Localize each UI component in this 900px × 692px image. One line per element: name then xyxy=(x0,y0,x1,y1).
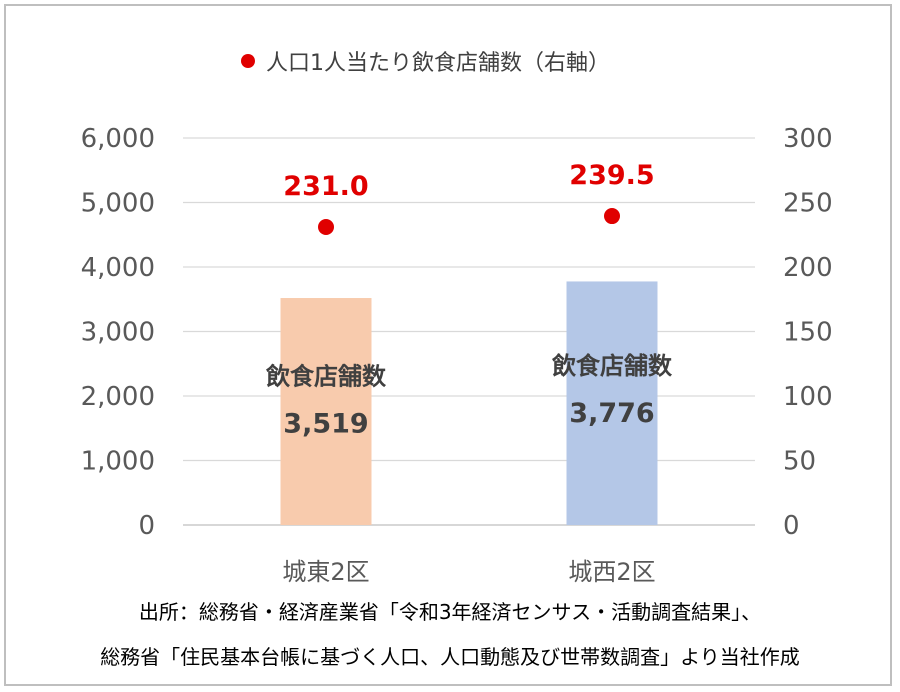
y-right-tick-label: 50 xyxy=(783,447,816,477)
bar xyxy=(280,298,372,525)
y-left-tick-label: 6,000 xyxy=(81,124,155,154)
bar-value-label: 3,519 xyxy=(283,408,368,439)
data-point-label: 231.0 xyxy=(283,171,368,202)
y-right-tick-label: 300 xyxy=(783,124,833,154)
bar-inner-label: 飲食店舗数 xyxy=(265,362,387,390)
y-left-tick-label: 5,000 xyxy=(81,189,155,219)
y-right-tick-label: 150 xyxy=(783,318,833,348)
y-left-tick-label: 1,000 xyxy=(81,447,155,477)
y-right-tick-label: 200 xyxy=(783,253,833,283)
x-category-label: 城東2区 xyxy=(282,558,369,586)
data-point-label: 239.5 xyxy=(569,160,654,191)
y-right-tick-label: 0 xyxy=(783,511,800,541)
x-category-label: 城西2区 xyxy=(568,558,655,586)
bar-inner-label: 飲食店舗数 xyxy=(551,352,673,380)
bar xyxy=(566,281,658,525)
data-point xyxy=(604,208,620,225)
y-left-tick-label: 2,000 xyxy=(81,382,155,412)
y-right-tick-label: 100 xyxy=(783,382,833,412)
y-right-tick-label: 250 xyxy=(783,189,833,219)
source-line-2: 総務省「住民基本台帳に基づく人口、人口動態及び世帯数調査」より当社作成 xyxy=(100,645,800,669)
y-left-tick-label: 0 xyxy=(138,511,155,541)
legend-marker xyxy=(241,54,255,68)
y-left-tick-label: 3,000 xyxy=(81,318,155,348)
chart-frame xyxy=(4,4,892,686)
legend-label: 人口1人当たり飲食店舗数（右軸） xyxy=(266,51,610,76)
bar-value-label: 3,776 xyxy=(569,398,654,429)
data-point xyxy=(318,219,334,236)
y-left-tick-label: 4,000 xyxy=(81,253,155,283)
source-line-1: 出所：総務省・経済産業省「令和3年経済センサス・活動調査結果」、 xyxy=(138,600,762,624)
